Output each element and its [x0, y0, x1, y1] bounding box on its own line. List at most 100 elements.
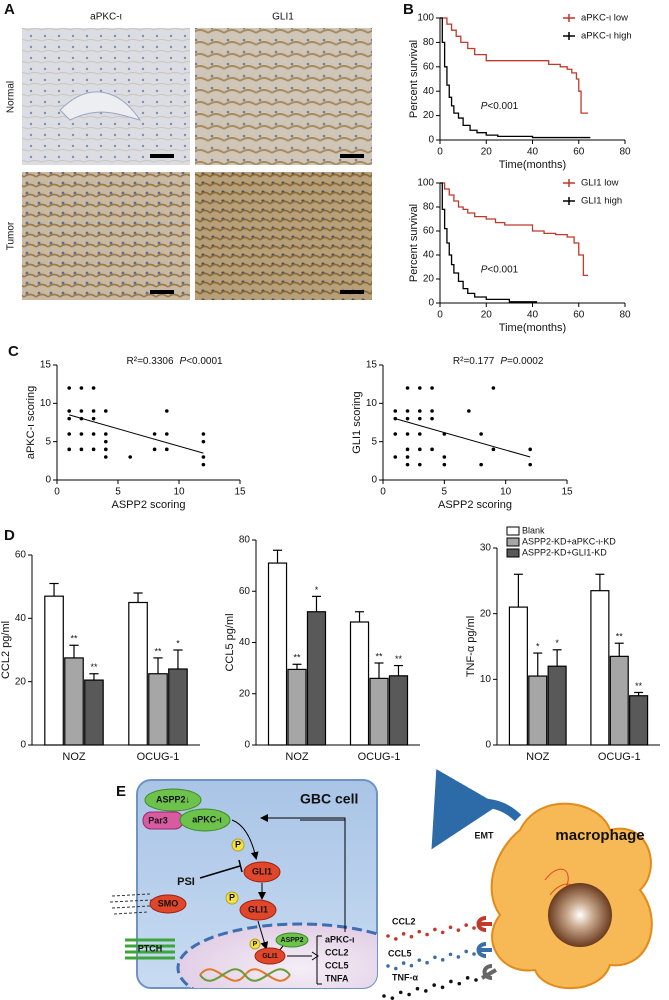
- secreted-dot: [424, 989, 428, 993]
- x-tick-label: 80: [619, 147, 631, 158]
- bar: [528, 675, 548, 746]
- membrane-receptor: [109, 893, 153, 915]
- secreted-label: TNF-α: [392, 972, 418, 982]
- scale-bar: [340, 154, 364, 158]
- annotation: R²=0.177 P=0.0002: [453, 356, 544, 367]
- macrophage-nucleus: [548, 883, 612, 947]
- x-axis-label: ASPP2 scoring: [112, 499, 186, 511]
- significance: *: [555, 638, 559, 648]
- secreted-dot: [409, 934, 414, 939]
- point: [67, 432, 71, 436]
- y-tick-label: 0: [20, 740, 26, 751]
- x-tick-label: 60: [573, 310, 585, 321]
- point: [128, 455, 132, 459]
- point: [393, 432, 398, 436]
- secreted-dot: [417, 958, 422, 962]
- annotation-part: R²=0.177: [453, 356, 495, 367]
- legend-swatch: [506, 537, 520, 547]
- micrograph: [195, 28, 372, 165]
- point: [152, 447, 157, 452]
- column-header: aPKC-ι: [90, 12, 122, 23]
- x-tick-label: 0: [437, 147, 443, 158]
- bar: [148, 673, 168, 746]
- secreted-dot: [456, 928, 461, 932]
- significance: **: [395, 654, 403, 664]
- secreted-dot: [425, 960, 429, 965]
- secreted-dot: [448, 952, 453, 957]
- y-tick-label: 60: [15, 550, 27, 561]
- point: [79, 386, 84, 390]
- secreted-dot: [401, 961, 406, 965]
- y-tick-label: 20: [480, 608, 492, 619]
- x-tick-label: 80: [619, 310, 631, 321]
- point: [104, 432, 108, 436]
- protein-label: Par3: [148, 815, 168, 825]
- point: [405, 455, 410, 459]
- point: [165, 447, 169, 452]
- point: [418, 432, 422, 436]
- emt-arrow: [431, 769, 522, 850]
- legend-label: aPKC-ι low: [581, 13, 628, 24]
- point: [405, 462, 410, 467]
- protein-label: aPKC-ι: [192, 814, 222, 824]
- secreted-dot: [433, 927, 437, 932]
- secreted-dot: [440, 930, 445, 935]
- secreted-dot: [464, 949, 468, 954]
- y-tick-label: 60: [423, 61, 435, 72]
- point: [91, 432, 96, 436]
- y-tick-label: 0: [428, 135, 434, 146]
- bar: [609, 655, 629, 746]
- secreted-dot: [386, 934, 390, 938]
- point: [479, 462, 483, 467]
- annotation-part: <0.0001: [186, 356, 223, 367]
- diagram: GBC cell ASPP2↓ Par3 aPKC-ι P GLI1 PSI P…: [109, 769, 653, 990]
- y-tick-label: 80: [423, 202, 435, 213]
- x-tick-label: OCUG-1: [137, 751, 180, 763]
- point: [67, 409, 71, 413]
- point: [104, 439, 108, 444]
- x-tick-label: OCUG-1: [358, 751, 401, 763]
- y-tick-label: 100: [417, 13, 434, 24]
- bar: [84, 679, 104, 746]
- annotation-part: P: [180, 356, 187, 367]
- membrane-receptor: [125, 938, 175, 960]
- cell-label: macrophage: [555, 827, 644, 844]
- legend-label: ASPP2-KD+aPKC-ι-KD: [522, 536, 616, 546]
- point: [442, 462, 447, 467]
- legend-label: GLI1 high: [581, 196, 622, 207]
- bar: [44, 595, 64, 746]
- secreted-dot: [448, 925, 453, 930]
- y-axis-label: GLI1 scoring: [351, 391, 363, 453]
- y-tick-label: 5: [371, 436, 377, 447]
- point: [104, 409, 108, 413]
- secreted-dot: [394, 937, 398, 941]
- x-tick-label: OCUG-1: [598, 751, 641, 763]
- secreted-label: CCL5: [388, 948, 412, 958]
- point: [67, 447, 71, 452]
- x-tick-label: 15: [234, 487, 246, 498]
- protein: [144, 788, 202, 812]
- point: [418, 447, 422, 452]
- annotation-part: P: [481, 264, 488, 275]
- scale-bar: [150, 290, 174, 294]
- column-header: GLI1: [272, 12, 294, 23]
- y-tick-label: 15: [40, 360, 52, 371]
- point: [91, 416, 96, 421]
- y-tick-label: 100: [417, 178, 434, 189]
- secreted-dot: [432, 983, 436, 987]
- y-tick-label: 20: [239, 688, 251, 699]
- secreted-dot: [415, 986, 420, 991]
- significance: *: [176, 638, 180, 648]
- y-axis-label: Percent survival: [408, 40, 420, 118]
- significance: **: [154, 646, 162, 656]
- y-tick-label: 10: [40, 398, 52, 409]
- secreted-dot: [407, 992, 411, 997]
- bar: [547, 665, 567, 746]
- process-label: EMT: [475, 830, 495, 840]
- bar: [128, 601, 148, 746]
- y-axis-label: aPKC-ι scoring: [25, 386, 37, 459]
- x-tick-label: 10: [173, 487, 185, 498]
- significance: **: [70, 634, 78, 644]
- micrograph-detail: [59, 91, 142, 121]
- annotation-part: P: [500, 356, 507, 367]
